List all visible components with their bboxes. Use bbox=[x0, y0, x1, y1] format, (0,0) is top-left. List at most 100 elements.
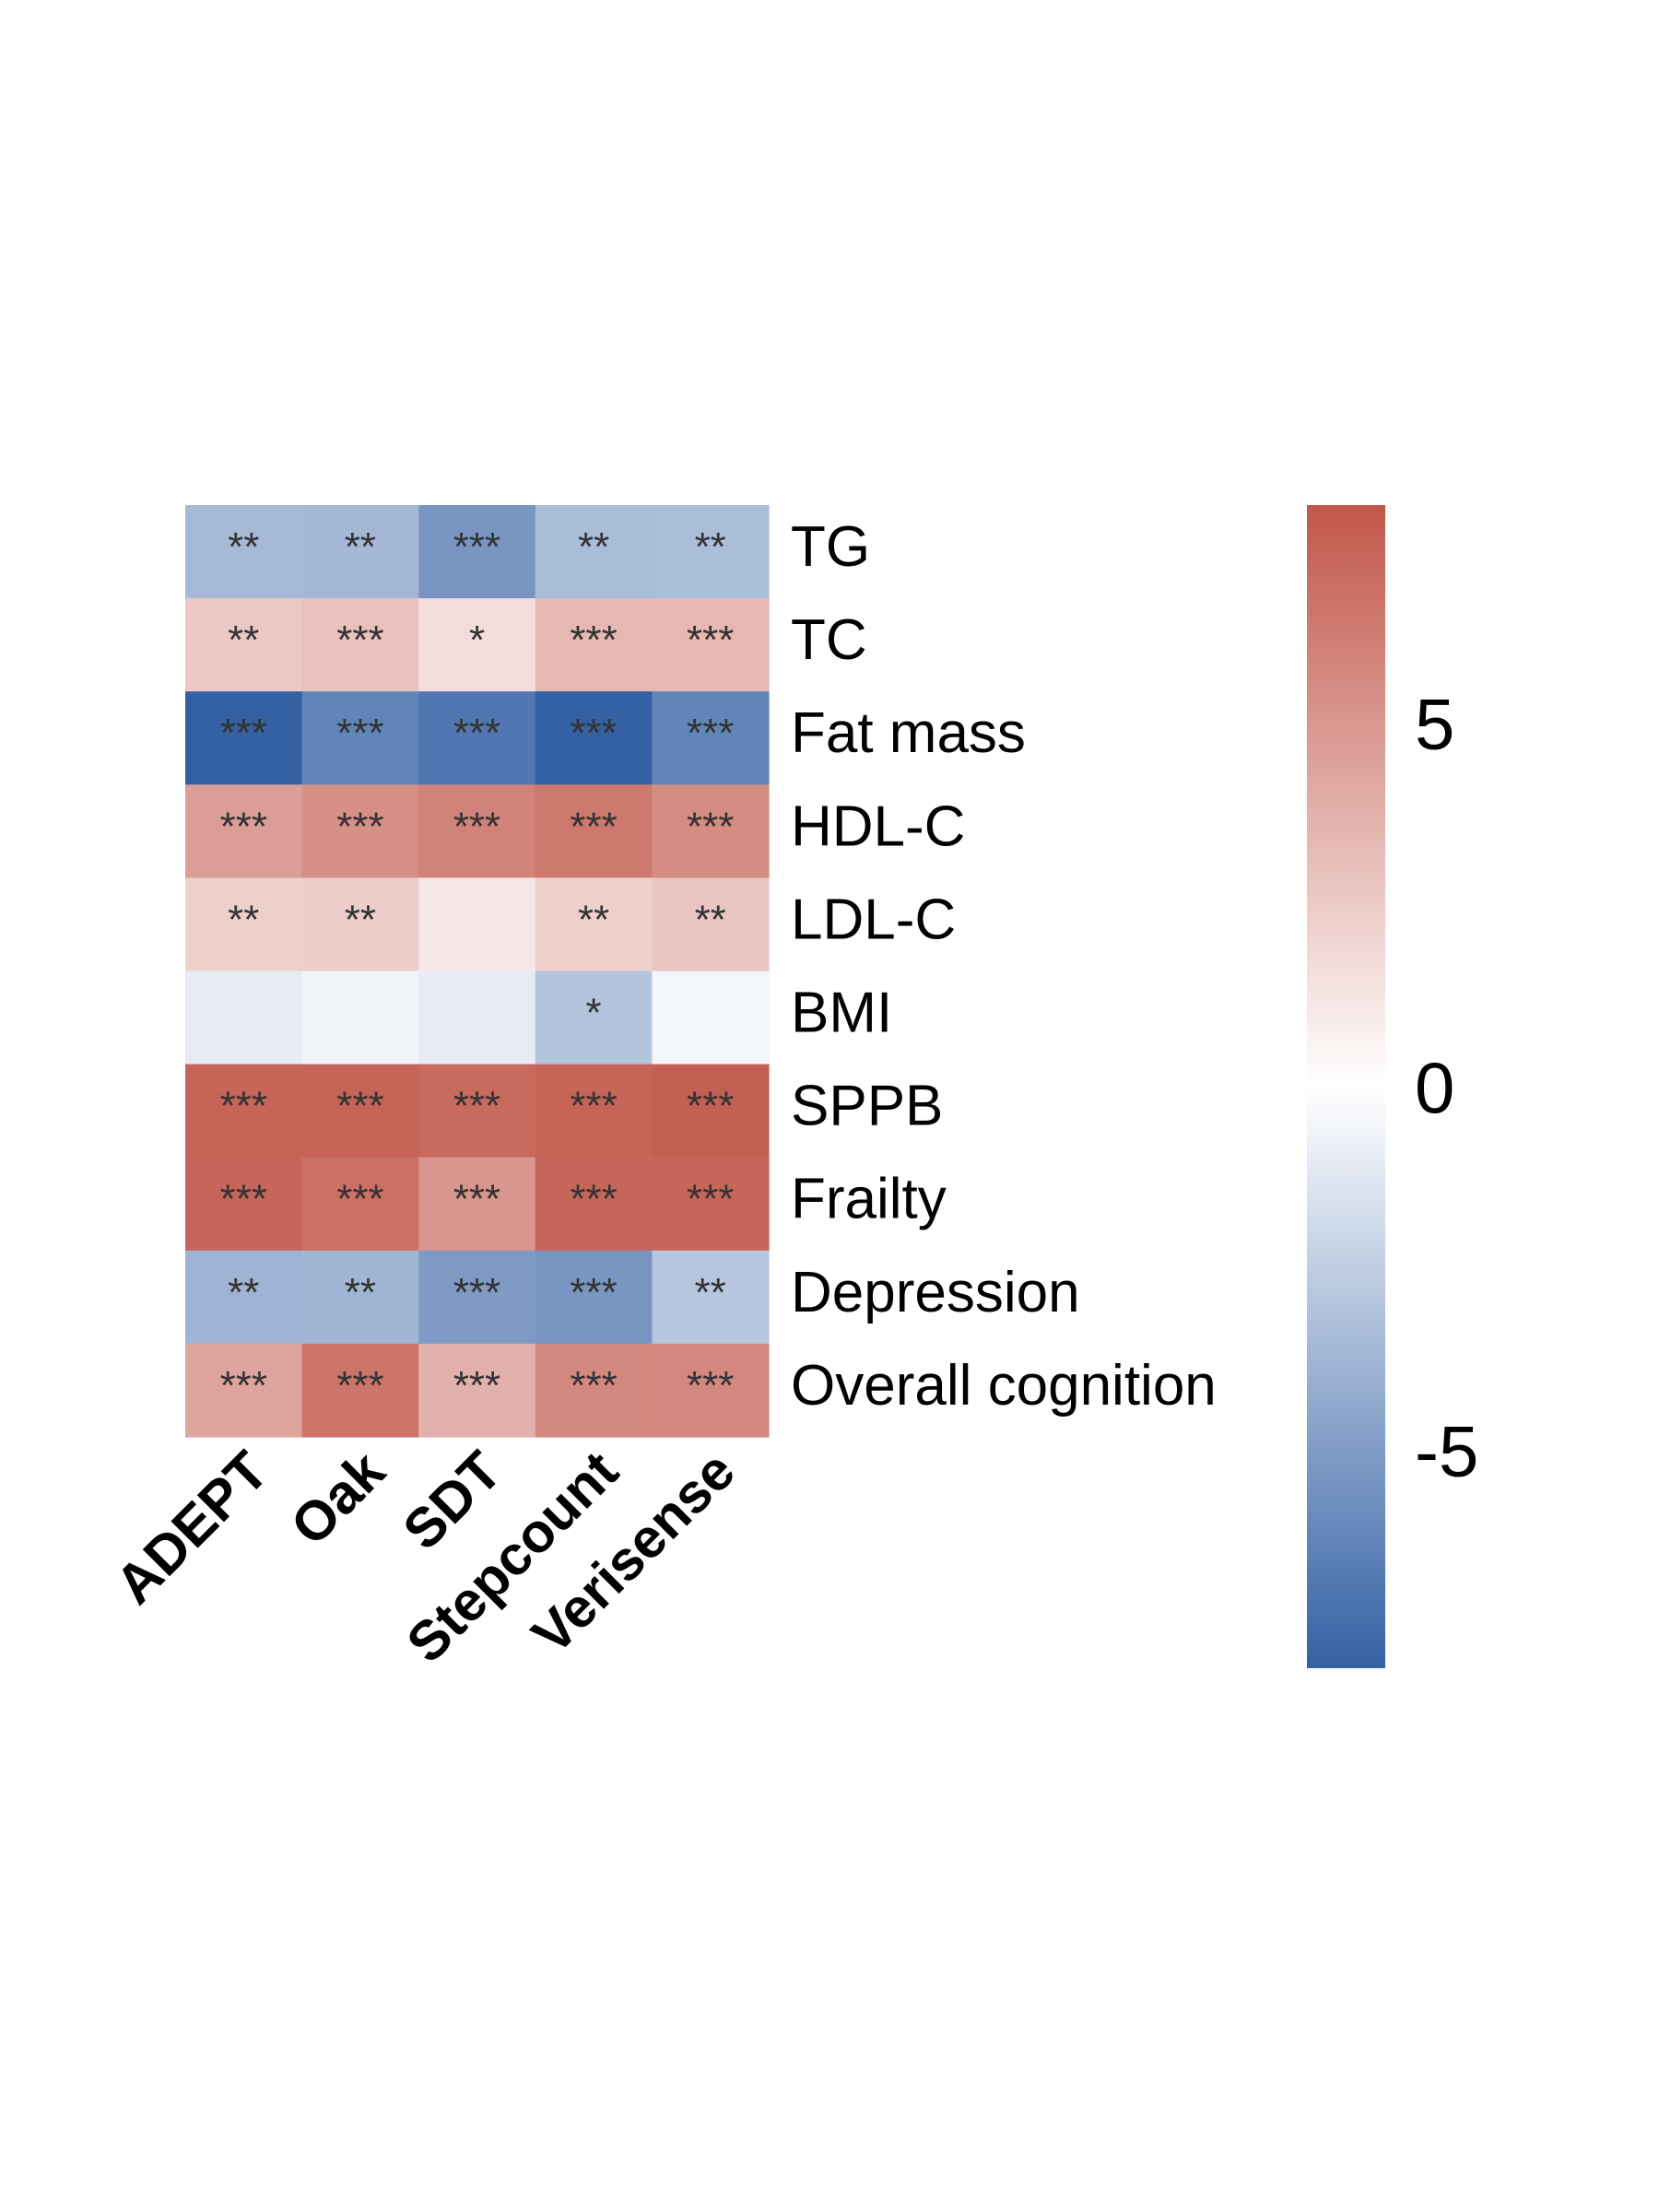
significance-label: ** bbox=[228, 618, 259, 663]
significance-label: *** bbox=[570, 618, 617, 663]
heatmap-cell bbox=[418, 598, 536, 692]
heatmap-cell bbox=[652, 1250, 770, 1345]
heatmap-cell bbox=[418, 1250, 536, 1345]
colorbar-bar bbox=[1307, 505, 1385, 1668]
heatmap-cell bbox=[652, 784, 770, 878]
heatmap-cell bbox=[535, 598, 653, 692]
significance-label: *** bbox=[570, 711, 617, 756]
heatmap-cell bbox=[185, 1064, 303, 1159]
significance-label: *** bbox=[570, 804, 617, 849]
heatmap-cell bbox=[418, 877, 536, 972]
heatmap-row-labels: TG TC Fat mass HDL-C LDL-C BMI SPPB Frailty Depr… bbox=[791, 515, 1217, 1418]
significance-label: *** bbox=[336, 804, 383, 849]
heatmap-cell bbox=[185, 598, 303, 692]
significance-label: *** bbox=[336, 618, 383, 663]
row-label: BMI bbox=[791, 982, 892, 1045]
heatmap-cell bbox=[301, 971, 419, 1065]
significance-label: *** bbox=[453, 524, 500, 570]
significance-label: ** bbox=[345, 524, 376, 570]
column-label: ADEPT bbox=[103, 1440, 279, 1616]
colorbar-tick-label: 0 bbox=[1415, 1047, 1454, 1128]
row-label: Frailty bbox=[791, 1168, 947, 1231]
significance-label: ** bbox=[695, 897, 726, 942]
significance-label: ** bbox=[345, 1270, 376, 1315]
heatmap-cell bbox=[301, 877, 419, 972]
significance-label: ** bbox=[695, 524, 726, 570]
heatmap-cell bbox=[652, 505, 770, 599]
significance-label: *** bbox=[336, 1363, 383, 1408]
colorbar-tick-label: 5 bbox=[1415, 684, 1454, 765]
heatmap-cell bbox=[652, 691, 770, 785]
heatmap-cell bbox=[301, 784, 419, 878]
significance-label: *** bbox=[453, 804, 500, 849]
column-label: Oak bbox=[279, 1439, 397, 1557]
heatmap-cell bbox=[418, 971, 536, 1065]
significance-label: *** bbox=[570, 1084, 617, 1129]
heatmap-cell bbox=[535, 1250, 653, 1345]
row-label: Depression bbox=[791, 1261, 1080, 1324]
heatmap-significance-labels: ** ** *** ** **** *** * *** ****** *** *** *** *****… bbox=[220, 524, 735, 1408]
heatmap-cell bbox=[185, 971, 303, 1065]
heatmap-cell bbox=[652, 1064, 770, 1159]
significance-label: *** bbox=[570, 1363, 617, 1408]
heatmap-cell bbox=[185, 1157, 303, 1252]
significance-label: *** bbox=[453, 1270, 500, 1315]
heatmap-cell bbox=[652, 598, 770, 692]
significance-label: *** bbox=[220, 711, 267, 756]
row-label: HDL-C bbox=[791, 794, 965, 858]
heatmap-cell bbox=[301, 1064, 419, 1159]
heatmap-cell bbox=[652, 877, 770, 972]
heatmap-cell bbox=[418, 691, 536, 785]
heatmap-cell bbox=[185, 1343, 303, 1438]
heatmap-cell bbox=[418, 784, 536, 878]
colorbar-tick-labels: 5 0 -5 bbox=[1415, 684, 1478, 1492]
heatmap-cell bbox=[301, 691, 419, 785]
significance-label: *** bbox=[687, 804, 734, 849]
heatmap-cell bbox=[301, 505, 419, 599]
significance-label: *** bbox=[336, 711, 383, 756]
significance-label: ** bbox=[228, 897, 259, 942]
heatmap-cell bbox=[652, 971, 770, 1065]
heatmap-cell bbox=[535, 1343, 653, 1438]
heatmap-cell bbox=[185, 691, 303, 785]
significance-label: *** bbox=[453, 711, 500, 756]
significance-label: ** bbox=[578, 524, 609, 570]
heatmap-cell bbox=[418, 1064, 536, 1159]
row-label: LDL-C bbox=[791, 888, 956, 951]
heatmap-cell bbox=[418, 1157, 536, 1252]
significance-label: *** bbox=[453, 1084, 500, 1129]
heatmap-cell bbox=[301, 1250, 419, 1345]
heatmap-cell bbox=[185, 1250, 303, 1345]
heatmap-cell bbox=[535, 784, 653, 878]
significance-label: *** bbox=[220, 1177, 267, 1222]
significance-label: *** bbox=[687, 618, 734, 663]
significance-label: *** bbox=[453, 1177, 500, 1222]
heatmap-cell bbox=[535, 877, 653, 972]
row-label: Fat mass bbox=[791, 701, 1026, 765]
significance-label: * bbox=[469, 618, 485, 663]
heatmap-cell bbox=[535, 505, 653, 599]
row-label: TG bbox=[791, 515, 870, 579]
significance-label: *** bbox=[687, 1363, 734, 1408]
heatmap-cell bbox=[652, 1343, 770, 1438]
significance-label: *** bbox=[336, 1084, 383, 1129]
heatmap-cell bbox=[535, 971, 653, 1065]
significance-label: ** bbox=[695, 1270, 726, 1315]
heatmap-cell bbox=[652, 1157, 770, 1252]
row-label: TC bbox=[791, 608, 867, 672]
significance-label: *** bbox=[570, 1270, 617, 1315]
colorbar: 5 0 -5 bbox=[1307, 505, 1478, 1668]
significance-label: *** bbox=[687, 1177, 734, 1222]
heatmap-cell bbox=[301, 1343, 419, 1438]
heatmap-cell bbox=[301, 598, 419, 692]
significance-label: ** bbox=[228, 1270, 259, 1315]
significance-label: ** bbox=[228, 524, 259, 570]
significance-label: ** bbox=[578, 897, 609, 942]
significance-label: * bbox=[586, 991, 602, 1036]
heatmap-cell bbox=[535, 1064, 653, 1159]
heatmap-cell bbox=[418, 505, 536, 599]
significance-label: *** bbox=[336, 1177, 383, 1222]
heatmap-cell bbox=[185, 784, 303, 878]
significance-label: *** bbox=[687, 1084, 734, 1129]
